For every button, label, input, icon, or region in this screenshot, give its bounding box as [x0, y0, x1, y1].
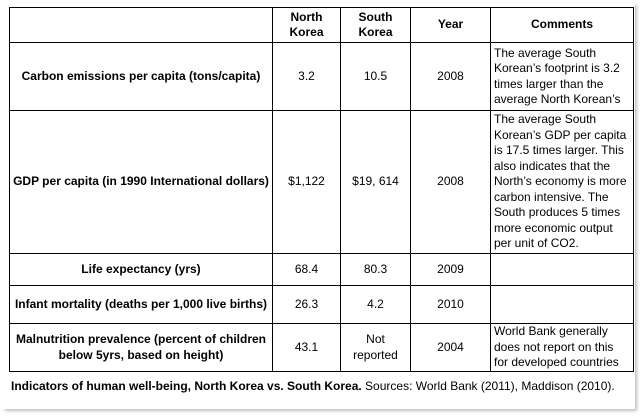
- header-north-korea: North Korea: [272, 7, 341, 43]
- header-year: Year: [410, 7, 491, 43]
- comment-cell: The average South Korean’s footprint is …: [490, 42, 634, 111]
- year-value: 2004: [410, 323, 491, 372]
- year-value: 2009: [410, 253, 491, 286]
- row-label: Infant mortality (deaths per 1,000 live …: [9, 285, 273, 324]
- row-label: GDP per capita (in 1990 International do…: [9, 110, 273, 254]
- north-korea-value: 3.2: [272, 42, 341, 111]
- comment-cell: [490, 285, 634, 324]
- north-korea-value: $1,122: [272, 110, 341, 254]
- north-korea-value: 26.3: [272, 285, 341, 324]
- table-row: GDP per capita (in 1990 International do…: [9, 110, 634, 254]
- north-korea-value: 43.1: [272, 323, 341, 372]
- caption-title: Indicators of human well-being, North Ko…: [11, 379, 362, 393]
- figure-frame: North Korea South Korea Year Comments Ca…: [3, 3, 635, 409]
- year-value: 2008: [410, 42, 491, 111]
- south-korea-value: 10.5: [340, 42, 411, 111]
- header-indicator: [9, 7, 273, 43]
- row-label: Life expectancy (yrs): [9, 253, 273, 286]
- indicators-table: North Korea South Korea Year Comments Ca…: [9, 7, 634, 372]
- header-comments: Comments: [490, 7, 634, 43]
- year-value: 2008: [410, 110, 491, 254]
- comment-cell: The average South Korean’s GDP per capit…: [490, 110, 634, 254]
- comment-cell: World Bank generally does not report on …: [490, 323, 634, 372]
- row-label: Carbon emissions per capita (tons/capita…: [9, 42, 273, 111]
- table-row: Malnutrition prevalence (percent of chil…: [9, 323, 634, 372]
- comment-cell: [490, 253, 634, 286]
- south-korea-value: Not reported: [340, 323, 411, 372]
- header-south-korea: South Korea: [340, 7, 411, 43]
- south-korea-value: 80.3: [340, 253, 411, 286]
- table-row: Infant mortality (deaths per 1,000 live …: [9, 285, 634, 324]
- caption-sources: Sources: World Bank (2011), Maddison (20…: [361, 379, 615, 393]
- table-row: Life expectancy (yrs) 68.4 80.3 2009: [9, 253, 634, 286]
- south-korea-value: $19, 614: [340, 110, 411, 254]
- north-korea-value: 68.4: [272, 253, 341, 286]
- row-label: Malnutrition prevalence (percent of chil…: [9, 323, 273, 372]
- table-header-row: North Korea South Korea Year Comments: [9, 7, 634, 43]
- south-korea-value: 4.2: [340, 285, 411, 324]
- figure-caption: Indicators of human well-being, North Ko…: [11, 378, 631, 394]
- table-row: Carbon emissions per capita (tons/capita…: [9, 42, 634, 111]
- year-value: 2010: [410, 285, 491, 324]
